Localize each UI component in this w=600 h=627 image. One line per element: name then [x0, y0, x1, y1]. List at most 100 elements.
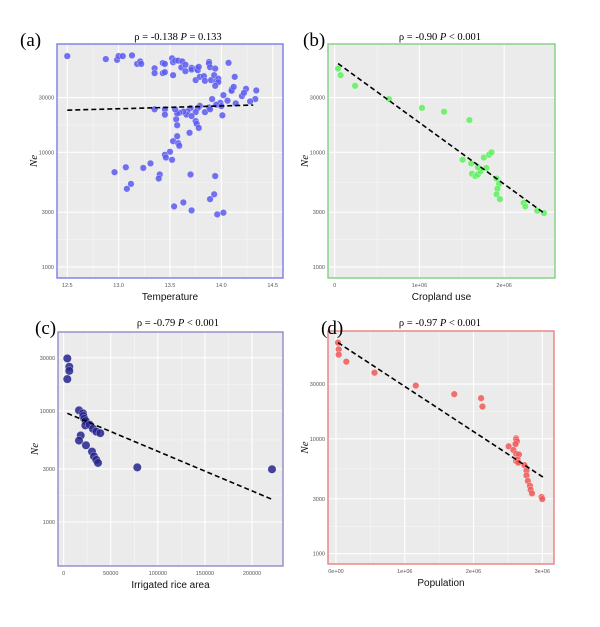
p-label: P	[439, 32, 447, 43]
data-point	[342, 358, 350, 366]
p-label: P	[179, 32, 187, 43]
panel-frame	[327, 43, 556, 279]
data-point	[267, 464, 277, 474]
x-tick-label: 14.5	[267, 283, 278, 289]
y-axis-label: Ne	[29, 443, 41, 456]
data-point	[479, 403, 486, 411]
x-tick-label: 1e+06	[397, 569, 412, 575]
data-point	[64, 366, 74, 376]
data-point	[219, 91, 227, 99]
data-point	[81, 440, 91, 450]
data-point	[195, 63, 203, 71]
x-tick-label: 13.0	[113, 283, 124, 289]
data-point	[169, 71, 177, 79]
data-point	[351, 82, 359, 90]
data-point	[412, 382, 420, 390]
data-point	[231, 73, 239, 81]
plot-background	[328, 331, 554, 564]
y-tick-label: 10000	[40, 409, 55, 415]
data-point	[93, 458, 103, 468]
data-point	[137, 60, 145, 68]
x-tick-label: 200000	[243, 571, 261, 577]
y-tick-label: 3000	[42, 210, 54, 216]
x-tick-label: 0	[62, 571, 65, 577]
x-axis-label: Population	[417, 578, 464, 589]
data-point	[181, 67, 189, 75]
data-point	[173, 121, 181, 129]
data-point	[538, 495, 546, 503]
y-tick-label: 1000	[42, 265, 54, 271]
x-tick-label: 0	[333, 283, 336, 289]
p-value: < 0.001	[446, 32, 481, 43]
data-point	[132, 463, 142, 472]
panel-b: 0 1e+06 2e+06 1000 3000 10000 30000 (b) ρ = -0.9…	[299, 30, 556, 303]
data-point	[166, 148, 174, 156]
y-tick-label: 30000	[39, 96, 54, 102]
data-point	[102, 55, 110, 63]
y-tick-label: 1000	[313, 552, 325, 558]
data-point	[225, 59, 233, 67]
data-point	[218, 111, 226, 119]
y-tick-label: 3000	[313, 210, 325, 216]
y-tick-label: 3000	[43, 467, 55, 473]
data-point	[161, 111, 169, 119]
panel-label: (a)	[20, 30, 41, 51]
data-point	[127, 180, 135, 188]
data-point	[505, 442, 513, 450]
y-tick-label: 3000	[313, 497, 325, 503]
data-point	[210, 190, 218, 198]
x-tick-label: 12.5	[62, 283, 73, 289]
data-point	[213, 210, 221, 218]
data-point	[139, 164, 147, 172]
x-tick-label: 0e+00	[328, 569, 343, 575]
p-label: P	[177, 318, 185, 329]
data-point	[155, 175, 163, 182]
rho-value: ρ = -0.90	[399, 32, 440, 43]
data-point	[168, 156, 176, 164]
y-tick-label: 1000	[43, 520, 55, 526]
data-point	[440, 108, 448, 116]
y-tick-label: 10000	[39, 150, 54, 156]
x-tick-label: 2e+06	[496, 283, 511, 289]
data-point	[172, 115, 180, 123]
panel-label: (b)	[303, 30, 325, 51]
x-axis-label: Irrigated rice area	[131, 580, 210, 591]
data-point	[161, 60, 169, 68]
data-point	[211, 82, 219, 90]
data-point	[334, 65, 342, 73]
data-point	[252, 87, 260, 94]
data-point	[195, 124, 203, 132]
panel-title: ρ = -0.79 P < 0.001	[137, 318, 219, 329]
data-point	[147, 159, 154, 167]
fit-line	[67, 412, 273, 501]
panel-frame	[56, 43, 284, 279]
data-point	[187, 171, 194, 178]
data-point	[459, 156, 467, 164]
data-point	[62, 354, 72, 363]
data-point	[219, 209, 227, 217]
x-tick-label: 1e+06	[412, 283, 427, 289]
rho-value: ρ = -0.79	[137, 318, 178, 329]
plot-background	[58, 332, 283, 566]
data-point	[488, 148, 495, 156]
data-point	[230, 83, 238, 91]
x-tick-label: 150000	[196, 571, 214, 577]
panel-c: 0 50000 100000 150000 200000 1000 3000 10000 300…	[29, 318, 284, 591]
y-tick-label: 1000	[313, 265, 325, 271]
x-tick-label: 3e+06	[535, 569, 550, 575]
data-point	[201, 77, 209, 85]
data-point	[512, 440, 519, 448]
rho-value: ρ = -0.138	[134, 32, 180, 43]
data-point	[188, 112, 196, 120]
panel-a: 12.5 13.0 13.5 14.0 14.5 1000 3000 10000 30000 (a…	[20, 30, 284, 303]
data-point	[188, 206, 196, 214]
data-point	[181, 61, 189, 69]
panel-frame	[327, 330, 555, 565]
data-point	[62, 374, 72, 384]
data-point	[63, 52, 71, 60]
data-point	[161, 68, 169, 76]
x-axis-label: Cropland use	[412, 292, 472, 303]
data-point	[170, 202, 178, 210]
